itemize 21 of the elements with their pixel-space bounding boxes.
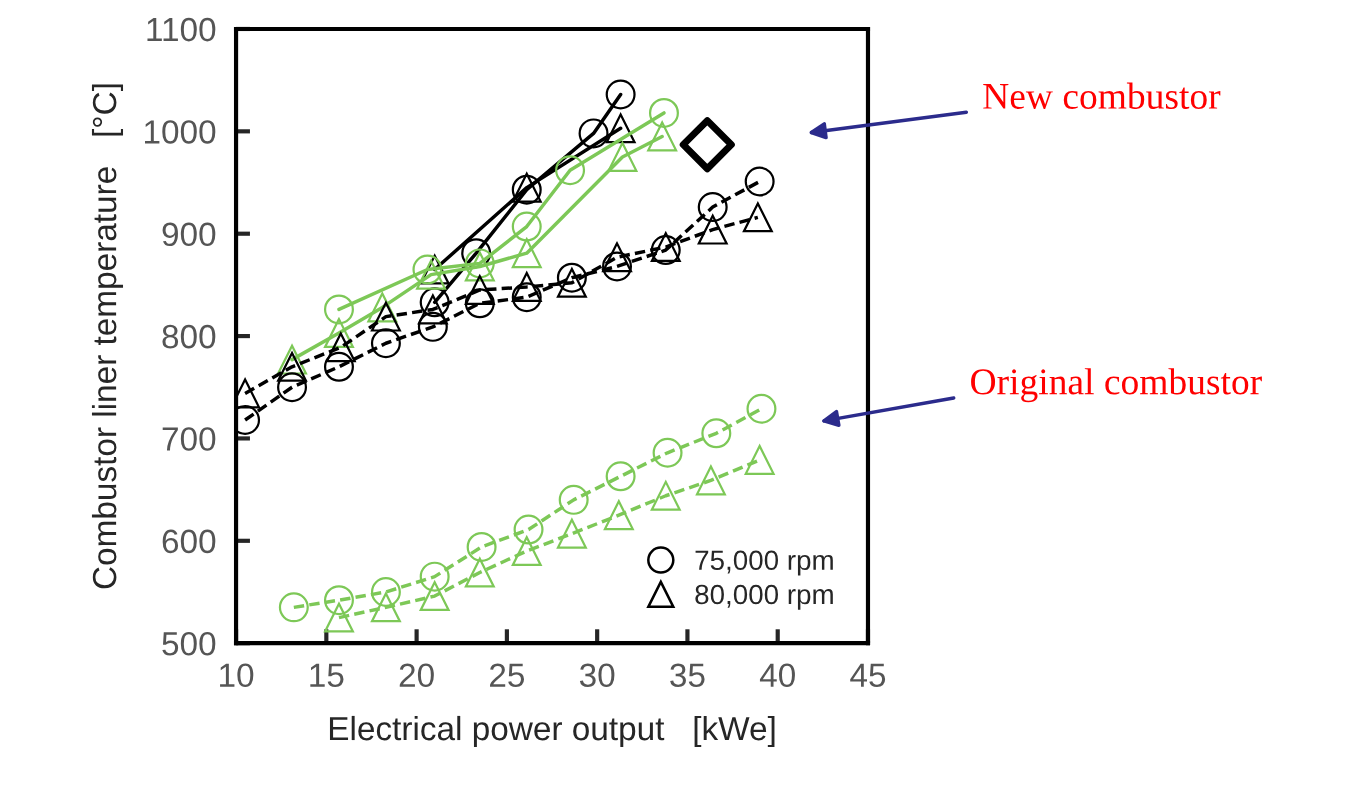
legend-label: 75,000 rpm bbox=[695, 550, 833, 576]
x-tick-label: 25 bbox=[490, 663, 525, 688]
x-tick-label: 40 bbox=[759, 663, 795, 688]
x-tick-label: 10 bbox=[220, 663, 254, 688]
x-tick-label: 30 bbox=[579, 663, 615, 688]
y-tick-label: 600 bbox=[162, 529, 216, 554]
y-tick-label: 700 bbox=[162, 427, 216, 451]
y-tick-label: 1000 bbox=[145, 120, 216, 144]
y-axis-title: Combustor liner temperature [°C] bbox=[91, 84, 124, 589]
y-tick-label: 900 bbox=[162, 222, 216, 247]
y-tick-label: 500 bbox=[162, 631, 216, 656]
x-tick-label: 15 bbox=[310, 663, 344, 688]
legend-label: 80,000 rpm bbox=[695, 584, 833, 610]
y-tick-label: 1100 bbox=[147, 17, 216, 42]
x-tick-label: 35 bbox=[670, 663, 705, 688]
x-tick-label: 20 bbox=[399, 663, 434, 688]
text: Original combustor bbox=[971, 368, 1262, 403]
text: New combustor bbox=[983, 82, 1221, 109]
x-tick-label: 45 bbox=[850, 663, 886, 688]
y-tick-label: 800 bbox=[162, 324, 216, 349]
x-axis-title: Electrical power output [kWe] bbox=[329, 715, 775, 747]
